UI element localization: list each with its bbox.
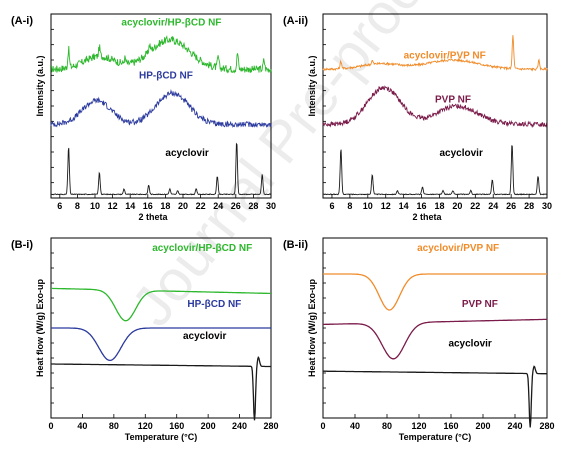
plot-frame: [322, 237, 548, 419]
panel-a-i: (A-i) 6 8 10 12 14 16 18 20 22 24 26 28 30 2 theta Inte…: [11, 13, 276, 222]
chart-panels: (A-i) 6 8 10 12 14 16 18 20 22 24 26 28 30 2 theta Inte…: [11, 13, 555, 442]
panel-b-ii: (B-ii) 0 40 80 120 160 200 240 280 Temperature (°…: [283, 237, 555, 442]
series-label-hp-cd-nf: HP-βCD NF: [187, 299, 241, 310]
x-tick-label: 40: [350, 421, 360, 431]
x-tick-label: 6: [329, 201, 334, 211]
series-label-acyclovir-hp-cd-nf: acyclovir/HP-βCD NF: [152, 243, 252, 254]
x-tick-label: 120: [138, 421, 153, 431]
series-line-acyclovir: [323, 365, 547, 428]
x-tick-label: 30: [266, 201, 276, 211]
x-tick-label: 200: [475, 421, 490, 431]
series-line-acyclovir: [322, 145, 548, 196]
x-tick-label: 80: [382, 421, 392, 431]
x-tick-label: 30: [542, 201, 552, 211]
x-tick-label: 20: [452, 201, 462, 211]
x-axis-title: Temperature (°C): [125, 432, 197, 442]
x-tick-label: 10: [363, 201, 373, 211]
y-axis-title: Intensity (a.u.): [35, 55, 45, 116]
x-tick-label: 28: [248, 201, 258, 211]
x-tick-label: 20: [178, 201, 188, 211]
series-label-pvp-nf: PVP NF: [435, 95, 471, 106]
x-tick-label: 18: [160, 201, 170, 211]
panel-a-ii: (A-ii) 6 8 10 12 14 16 18 20 22 24 26 28 30 2 theta Int…: [283, 13, 552, 222]
series-label-acyclovir: acyclovir: [183, 331, 226, 342]
series-label-acyclovir: acyclovir: [439, 148, 482, 159]
x-tick-label: 120: [411, 421, 426, 431]
x-tick-label: 26: [506, 201, 516, 211]
x-tick-label: 40: [77, 421, 87, 431]
panel-b-i: (B-i) 0 40 80 120 160 200 240 280 Temperature (°C…: [11, 237, 279, 442]
x-tick-label: 16: [143, 201, 153, 211]
x-tick-label: 8: [347, 201, 352, 211]
x-axis-title: 2 theta: [412, 212, 442, 222]
x-tick-label: 12: [381, 201, 391, 211]
x-tick-label: 10: [90, 201, 100, 211]
x-tick-label: 0: [48, 421, 53, 431]
x-tick-label: 240: [232, 421, 247, 431]
x-tick-label: 14: [399, 201, 409, 211]
x-axis-title: 2 theta: [138, 212, 168, 222]
series-line-hp-cd-nf: [51, 327, 271, 362]
series-line-acyclovir-hp-cd-nf: [51, 287, 271, 322]
series-label-acyclovir-hp-cd-nf: acyclovir/HP-βCD NF: [121, 17, 221, 28]
x-tick-label: 16: [417, 201, 427, 211]
panel-label: (B-ii): [283, 239, 308, 251]
series-line-pvp-nf: [323, 318, 547, 360]
x-tick-label: 12: [108, 201, 118, 211]
x-tick-label: 0: [320, 421, 325, 431]
panel-label: (A-i): [11, 15, 33, 27]
watermark: Journal Pre-proof: [119, 0, 447, 338]
x-tick-label: 14: [125, 201, 135, 211]
x-tick-label: 160: [169, 421, 184, 431]
x-tick-label: 160: [443, 421, 458, 431]
x-tick-label: 26: [231, 201, 241, 211]
x-tick-label: 6: [57, 201, 62, 211]
series-label-acyclovir-pvp-nf: acyclovir/PVP NF: [417, 243, 499, 254]
series-label-pvp-nf: PVP NF: [462, 299, 498, 310]
series-label-hp-cd-nf: HP-βCD NF: [139, 71, 193, 82]
series-line-acyclovir: [51, 356, 271, 421]
x-tick-label: 24: [488, 201, 498, 211]
series-label-acyclovir: acyclovir: [448, 338, 491, 349]
y-axis-title: Heat flow (W/g) Exo-up: [35, 279, 45, 377]
panel-label: (A-ii): [283, 15, 308, 27]
x-tick-label: 80: [109, 421, 119, 431]
x-axis-title: Temperature (°C): [399, 432, 471, 442]
series-line-acyclovir-pvp-nf: [322, 35, 548, 72]
series-line-hp-cd-nf: [50, 88, 272, 129]
x-tick-label: 200: [201, 421, 216, 431]
series-line-acyclovir: [50, 142, 272, 196]
series-line-acyclovir-pvp-nf: [323, 273, 547, 311]
x-tick-label: 280: [539, 421, 554, 431]
x-tick-label: 18: [434, 201, 444, 211]
x-tick-label: 24: [213, 201, 223, 211]
y-axis-title: Heat flow (W/g) Exo-up: [307, 279, 317, 377]
x-tick-label: 8: [75, 201, 80, 211]
x-tick-label: 22: [196, 201, 206, 211]
x-tick-label: 280: [263, 421, 278, 431]
x-tick-label: 28: [524, 201, 534, 211]
panel-label: (B-i): [11, 239, 33, 251]
series-label-acyclovir-pvp-nf: acyclovir/PVP NF: [404, 50, 486, 61]
x-tick-label: 240: [507, 421, 522, 431]
series-line-acyclovir-hp-cd-nf: [50, 34, 272, 74]
x-tick-label: 22: [470, 201, 480, 211]
y-axis-title: Intensity (a.u.): [307, 55, 317, 116]
series-label-acyclovir: acyclovir: [165, 148, 208, 159]
series-line-pvp-nf: [322, 85, 548, 129]
